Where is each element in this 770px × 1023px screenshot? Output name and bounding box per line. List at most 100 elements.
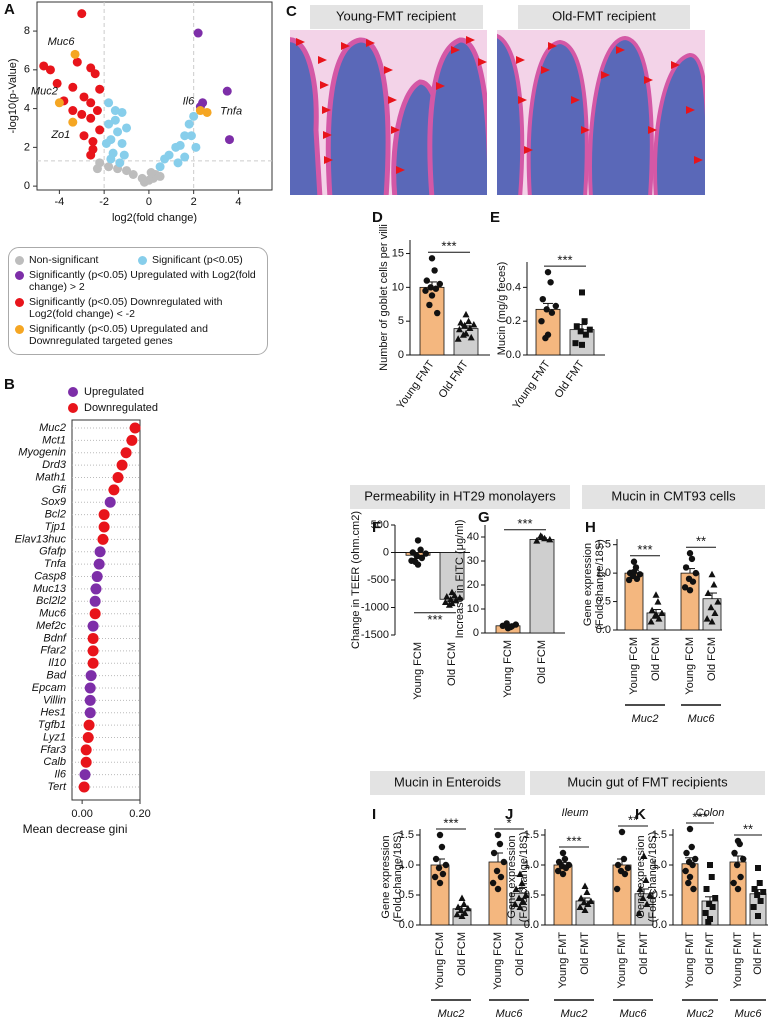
data-point bbox=[508, 623, 516, 630]
panel-letter: D bbox=[372, 209, 383, 226]
category-label: Old FMT bbox=[752, 932, 764, 975]
data-point bbox=[122, 166, 132, 176]
image-title-box bbox=[518, 5, 690, 29]
header: Mucin in CMT93 cells bbox=[611, 488, 736, 503]
data-point bbox=[497, 873, 505, 881]
significance-label: *** bbox=[637, 542, 652, 557]
data-point bbox=[709, 904, 716, 910]
point-label: Zo1 bbox=[50, 129, 70, 141]
data-point bbox=[750, 904, 757, 910]
data-point bbox=[184, 119, 194, 129]
data-point bbox=[52, 78, 62, 88]
data-point bbox=[731, 849, 738, 857]
header: Mucin gut of FMT recipients bbox=[567, 774, 728, 789]
x-axis-label: Mean decrease gini bbox=[23, 822, 128, 836]
y-tick-label: 1.5 bbox=[652, 829, 667, 841]
legend-swatch bbox=[138, 256, 147, 265]
data-point bbox=[113, 127, 123, 137]
y-tick-label: 0 bbox=[473, 627, 479, 639]
y-tick-label: 8 bbox=[24, 25, 30, 37]
legend-item: Significantly (p<0.05) Upregulated and D… bbox=[15, 323, 261, 348]
data-point bbox=[689, 861, 696, 869]
data-point bbox=[427, 284, 434, 291]
y-axis-label: Gene expression bbox=[506, 835, 518, 918]
group-label: Muc2 bbox=[632, 713, 659, 725]
category-label: Old FMT bbox=[436, 358, 471, 400]
panel-letter: A bbox=[4, 1, 15, 18]
category-label: Gfi bbox=[52, 484, 67, 496]
legend-label: Upregulated bbox=[84, 386, 144, 398]
data-point bbox=[625, 576, 633, 584]
category-label: Tjp1 bbox=[45, 521, 66, 533]
y-axis-label: Gene expression bbox=[582, 543, 594, 626]
data-point bbox=[80, 744, 92, 756]
data-point bbox=[621, 870, 629, 878]
panel-letter: H bbox=[585, 519, 596, 536]
data-point bbox=[546, 535, 554, 543]
group-label: Muc2 bbox=[687, 1008, 714, 1020]
y-tick-label: 0.0 bbox=[506, 349, 521, 361]
data-point bbox=[559, 849, 567, 857]
significance-label: ** bbox=[628, 812, 638, 827]
data-point bbox=[754, 892, 761, 898]
data-point bbox=[613, 885, 621, 893]
data-point bbox=[494, 831, 502, 839]
legend-label: Non-significant bbox=[29, 254, 99, 266]
significance-label: *** bbox=[557, 253, 572, 268]
data-point bbox=[522, 891, 530, 898]
y-axis-label: Number of goblet cells per villi bbox=[378, 224, 390, 371]
image-title-box bbox=[310, 5, 483, 29]
data-point bbox=[431, 267, 438, 274]
category-label: Drd3 bbox=[42, 459, 67, 471]
data-point bbox=[422, 287, 429, 294]
data-point bbox=[702, 910, 709, 916]
data-point bbox=[86, 150, 96, 160]
y-tick-label: 0.0 bbox=[399, 919, 414, 931]
y-axis-label: Gene expression bbox=[380, 835, 392, 918]
data-point bbox=[581, 906, 589, 913]
data-point bbox=[68, 82, 78, 92]
y-tick-label: 0.0 bbox=[524, 919, 539, 931]
data-point bbox=[730, 879, 737, 887]
legend-swatch bbox=[15, 297, 24, 307]
data-point bbox=[756, 880, 763, 886]
data-point bbox=[106, 154, 116, 164]
panel-letter: E bbox=[490, 209, 500, 226]
data-point bbox=[757, 898, 764, 904]
data-point bbox=[413, 552, 420, 559]
data-point bbox=[431, 873, 439, 881]
data-point bbox=[414, 537, 422, 544]
data-point bbox=[45, 65, 55, 75]
data-point bbox=[643, 900, 651, 907]
data-point bbox=[436, 831, 444, 839]
header-box bbox=[370, 771, 525, 795]
data-point bbox=[587, 897, 595, 904]
data-point bbox=[452, 596, 460, 604]
y-tick-label: 4 bbox=[24, 103, 30, 115]
data-point bbox=[562, 864, 570, 872]
data-point bbox=[734, 885, 742, 893]
data-point bbox=[708, 874, 715, 880]
data-point bbox=[554, 867, 562, 875]
group-label: Muc6 bbox=[496, 1008, 524, 1020]
data-point bbox=[39, 61, 49, 71]
data-point bbox=[581, 318, 588, 325]
data-point bbox=[711, 609, 719, 616]
y-tick-label: 40 bbox=[467, 531, 479, 543]
data-point bbox=[458, 894, 466, 901]
data-point bbox=[642, 876, 650, 883]
x-tick-label: 0.20 bbox=[129, 808, 150, 820]
data-point bbox=[80, 756, 92, 768]
category-label: Old FMT bbox=[552, 358, 587, 400]
data-point bbox=[79, 769, 91, 781]
point-label: Il6 bbox=[183, 95, 196, 107]
data-point bbox=[464, 904, 472, 912]
category-label: Myogenin bbox=[18, 447, 66, 459]
legend-swatch bbox=[15, 256, 24, 265]
data-point bbox=[82, 731, 94, 743]
y-tick-label: -500 bbox=[367, 574, 389, 586]
legend-item: Significant (p<0.05) bbox=[138, 254, 261, 267]
data-point bbox=[164, 150, 174, 160]
data-point bbox=[652, 610, 660, 618]
